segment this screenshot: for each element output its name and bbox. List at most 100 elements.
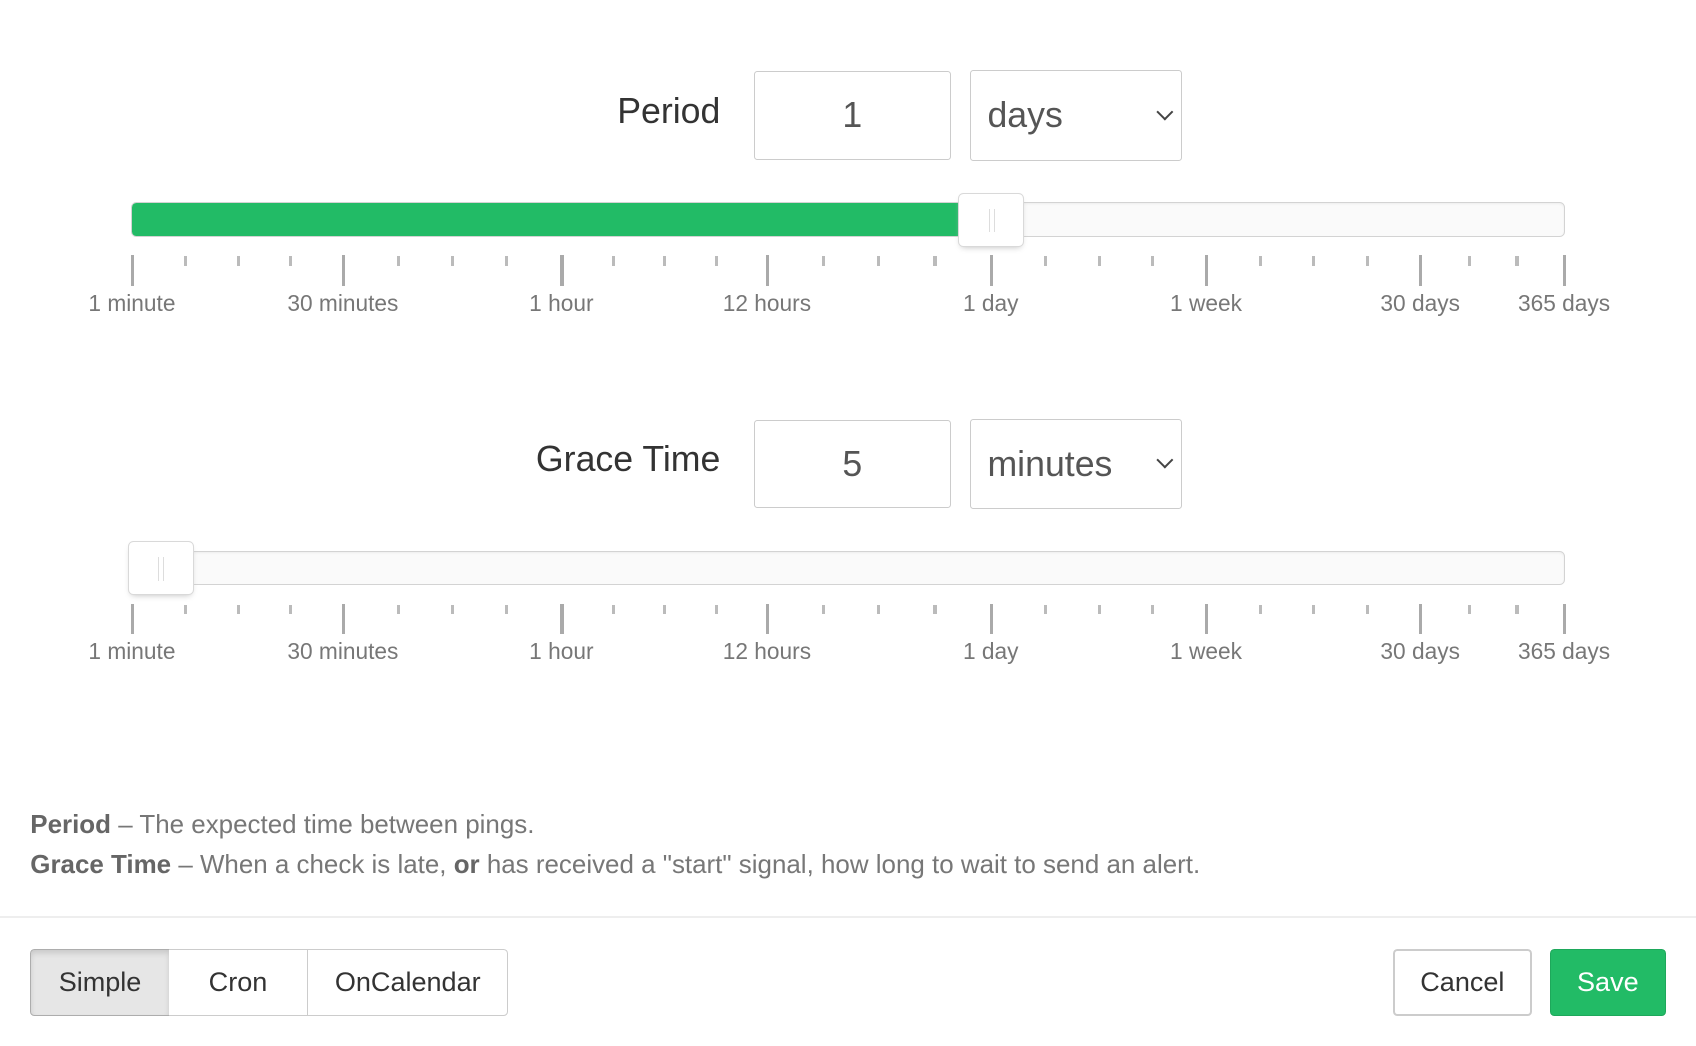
mode-oncalendar-button[interactable]: OnCalendar — [307, 948, 509, 1016]
mode-simple-button[interactable]: Simple — [30, 948, 170, 1016]
period-tick-label: 1 day — [962, 289, 1019, 316]
grace-unit-value: minutes — [987, 443, 1113, 484]
grace-minor-tick — [396, 604, 401, 615]
period-minor-tick — [1467, 256, 1471, 267]
period-tick-label: 30 minutes — [287, 289, 399, 316]
period-unit-value: days — [987, 95, 1063, 136]
grace-major-tick — [560, 603, 564, 634]
period-unit-select[interactable]: days — [970, 70, 1183, 162]
period-minor-tick — [1259, 256, 1263, 267]
grace-minor-tick — [1515, 604, 1519, 615]
period-minor-tick — [714, 256, 719, 267]
grace-minor-tick — [1366, 604, 1370, 615]
grace-minor-tick — [1150, 604, 1155, 615]
period-tick-label: 1 week — [1170, 289, 1242, 316]
period-minor-tick — [183, 256, 188, 267]
period-tick-label: 30 days — [1380, 289, 1460, 316]
period-value-input[interactable]: 1 — [753, 71, 951, 161]
grace-help-text: – When a check is late, — [171, 851, 454, 880]
period-minor-tick — [933, 256, 937, 267]
grace-minor-tick — [1467, 604, 1471, 615]
period-major-tick — [1562, 255, 1567, 286]
grace-minor-tick — [1097, 604, 1102, 615]
period-slider[interactable] — [130, 202, 1566, 237]
grace-tick-label: 365 days — [1517, 638, 1611, 665]
grace-slider[interactable] — [130, 550, 1566, 586]
grace-major-tick — [1419, 603, 1423, 634]
grace-help-text-2: has received a "start" signal, how long … — [479, 851, 1201, 880]
grace-label: Grace Time — [535, 439, 721, 480]
cancel-button[interactable]: Cancel — [1393, 948, 1532, 1016]
period-minor-tick — [1043, 256, 1047, 267]
period-minor-tick — [822, 256, 826, 267]
grace-major-tick — [130, 603, 135, 634]
grace-help-or: or — [453, 851, 480, 880]
grace-minor-tick — [236, 604, 241, 615]
period-major-tick — [341, 255, 346, 286]
grace-unit-select[interactable]: minutes — [970, 418, 1183, 510]
period-minor-tick — [505, 256, 509, 267]
grace-tick-label: 30 days — [1380, 638, 1460, 665]
grace-value-input[interactable]: 5 — [753, 419, 951, 509]
period-major-tick — [1419, 255, 1423, 286]
period-help: Period – The expected time between pings… — [30, 811, 534, 840]
grace-minor-tick — [505, 604, 509, 615]
grace-minor-tick — [1259, 604, 1263, 615]
period-minor-tick — [1097, 256, 1102, 267]
period-label: Period — [617, 90, 721, 131]
grace-minor-tick — [1043, 604, 1047, 615]
period-minor-tick — [663, 256, 667, 267]
grace-minor-tick — [714, 604, 719, 615]
period-tick-label: 365 days — [1517, 289, 1611, 316]
grace-help: Grace Time – When a check is late, or ha… — [30, 851, 1200, 880]
grace-tick-label: 1 week — [1170, 638, 1242, 665]
grace-minor-tick — [183, 604, 188, 615]
period-minor-tick — [451, 256, 455, 267]
period-minor-tick — [1150, 256, 1155, 267]
grace-tick-label: 1 hour — [529, 638, 594, 665]
grace-slider-handle[interactable] — [127, 540, 194, 595]
period-major-tick — [989, 255, 993, 286]
grace-tick-label: 30 minutes — [287, 638, 399, 665]
grace-minor-tick — [612, 604, 616, 615]
period-minor-tick — [288, 256, 293, 267]
grace-minor-tick — [933, 604, 937, 615]
grace-major-tick — [341, 603, 346, 634]
grace-tick-label: 1 minute — [88, 638, 176, 665]
grace-minor-tick — [288, 604, 293, 615]
grace-major-tick — [1204, 603, 1209, 634]
grace-major-tick — [1562, 603, 1567, 634]
save-button[interactable]: Save — [1549, 948, 1666, 1016]
period-major-tick — [130, 255, 135, 286]
chevron-down-icon — [1156, 103, 1173, 121]
period-tick-label: 12 hours — [722, 289, 812, 316]
grace-minor-tick — [663, 604, 667, 615]
grace-tick-label: 1 day — [962, 638, 1019, 665]
period-slider-handle[interactable] — [958, 192, 1025, 247]
period-minor-tick — [1515, 256, 1519, 267]
footer-divider — [0, 916, 1696, 919]
grace-minor-tick — [822, 604, 826, 615]
grace-major-tick — [765, 603, 770, 634]
grace-minor-tick — [1312, 604, 1316, 615]
grace-minor-tick — [451, 604, 455, 615]
period-minor-tick — [396, 256, 401, 267]
period-help-text: – The expected time between pings. — [111, 811, 535, 840]
grace-minor-tick — [877, 604, 881, 615]
period-major-tick — [1204, 255, 1209, 286]
chevron-down-icon — [1156, 451, 1173, 469]
mode-cron-button[interactable]: Cron — [168, 948, 309, 1016]
period-major-tick — [560, 255, 564, 286]
period-tick-label: 1 hour — [529, 289, 594, 316]
period-tick-label: 1 minute — [88, 289, 176, 316]
period-minor-tick — [236, 256, 241, 267]
period-minor-tick — [1366, 256, 1370, 267]
grace-tick-label: 12 hours — [722, 638, 812, 665]
period-minor-tick — [612, 256, 616, 267]
period-slider-fill — [131, 203, 961, 236]
grace-major-tick — [989, 603, 993, 634]
period-major-tick — [765, 255, 770, 286]
period-minor-tick — [877, 256, 881, 267]
period-help-term: Period — [30, 811, 111, 840]
